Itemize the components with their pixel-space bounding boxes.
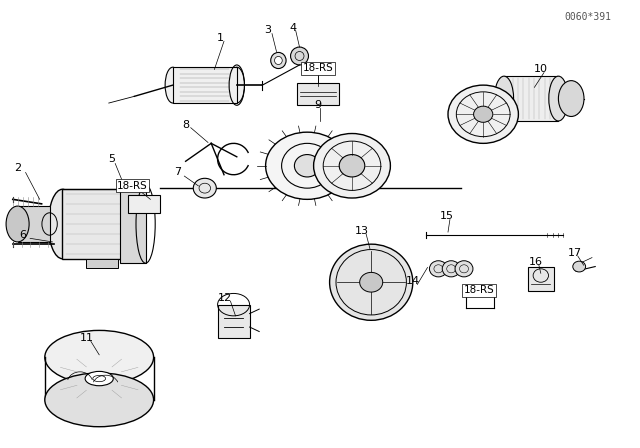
Text: 18-RS: 18-RS [303,63,333,73]
Ellipse shape [360,272,383,292]
Text: 18-RS: 18-RS [463,285,494,295]
Ellipse shape [291,47,308,65]
Text: 14: 14 [406,276,420,286]
Ellipse shape [448,85,518,143]
Ellipse shape [339,155,365,177]
Ellipse shape [474,106,493,122]
Text: 10: 10 [534,65,548,74]
Text: 8: 8 [182,120,189,129]
Text: 12: 12 [218,293,232,303]
Bar [17,206,49,242]
Bar [120,185,146,263]
Text: 3: 3 [264,26,271,35]
Ellipse shape [45,331,154,384]
Text: 6: 6 [19,230,26,240]
Text: 9: 9 [314,100,321,110]
Text: 1: 1 [218,33,224,43]
Text: 4: 4 [289,23,297,33]
Ellipse shape [455,261,473,277]
Text: 7: 7 [174,168,182,177]
Text: 5: 5 [109,154,115,164]
Text: 13: 13 [355,226,369,236]
Ellipse shape [294,155,320,177]
Text: 2: 2 [14,163,22,173]
Bar [528,267,554,291]
Bar [298,83,339,105]
Ellipse shape [548,76,568,121]
Ellipse shape [45,373,154,426]
Text: 15: 15 [440,211,454,221]
Ellipse shape [266,132,349,199]
Ellipse shape [429,261,447,277]
Ellipse shape [6,206,29,242]
Ellipse shape [229,67,244,103]
Text: 18-RS: 18-RS [117,181,148,191]
Bar [504,76,558,121]
Ellipse shape [494,76,514,121]
Ellipse shape [193,178,216,198]
Text: 11: 11 [79,333,93,343]
Ellipse shape [314,134,390,198]
Ellipse shape [275,56,282,65]
Bar [62,189,123,258]
Ellipse shape [558,81,584,116]
Ellipse shape [442,261,460,277]
Bar [86,259,118,268]
Bar [218,305,250,338]
Text: 0060*391: 0060*391 [564,12,611,22]
Text: 17: 17 [568,248,582,258]
Ellipse shape [165,67,180,103]
Bar [173,67,237,103]
Ellipse shape [271,52,286,69]
Ellipse shape [109,189,138,259]
Text: 16: 16 [529,257,543,267]
Ellipse shape [573,261,586,272]
Ellipse shape [49,189,77,259]
Ellipse shape [330,244,413,320]
Ellipse shape [85,371,113,386]
Bar [128,195,160,213]
